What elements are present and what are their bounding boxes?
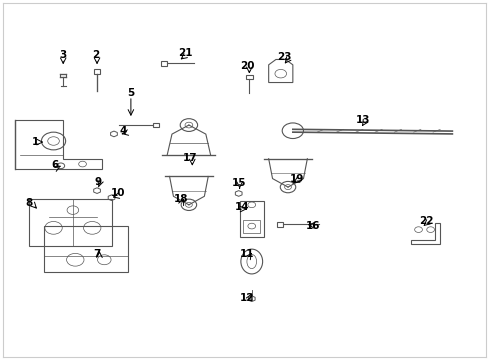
Text: 9: 9 xyxy=(94,177,102,187)
Text: 12: 12 xyxy=(239,293,254,303)
Text: 1: 1 xyxy=(32,137,39,147)
Text: 19: 19 xyxy=(289,174,303,184)
Text: 10: 10 xyxy=(110,189,125,198)
Bar xyxy=(29,199,111,246)
Text: 15: 15 xyxy=(231,178,245,188)
Text: 11: 11 xyxy=(239,249,254,259)
Text: 5: 5 xyxy=(127,88,134,98)
Text: 8: 8 xyxy=(26,198,33,208)
Text: 3: 3 xyxy=(60,50,67,60)
Text: 17: 17 xyxy=(183,153,197,163)
Bar xyxy=(161,60,167,66)
Text: 21: 21 xyxy=(178,49,192,58)
Text: 16: 16 xyxy=(305,221,320,231)
Text: 6: 6 xyxy=(51,160,59,170)
Bar xyxy=(245,75,252,79)
Text: 18: 18 xyxy=(173,194,187,204)
Bar xyxy=(94,69,100,74)
Bar xyxy=(239,201,264,237)
Text: 2: 2 xyxy=(92,50,100,60)
Bar xyxy=(276,222,283,227)
Text: 23: 23 xyxy=(277,51,291,62)
Text: 13: 13 xyxy=(355,115,369,125)
Bar xyxy=(152,123,159,127)
Bar xyxy=(243,220,260,233)
Text: 4: 4 xyxy=(120,126,127,136)
Text: 22: 22 xyxy=(419,216,433,226)
Text: 14: 14 xyxy=(234,202,249,212)
Text: 7: 7 xyxy=(93,249,101,259)
Text: 20: 20 xyxy=(239,61,254,71)
Bar xyxy=(44,226,128,272)
